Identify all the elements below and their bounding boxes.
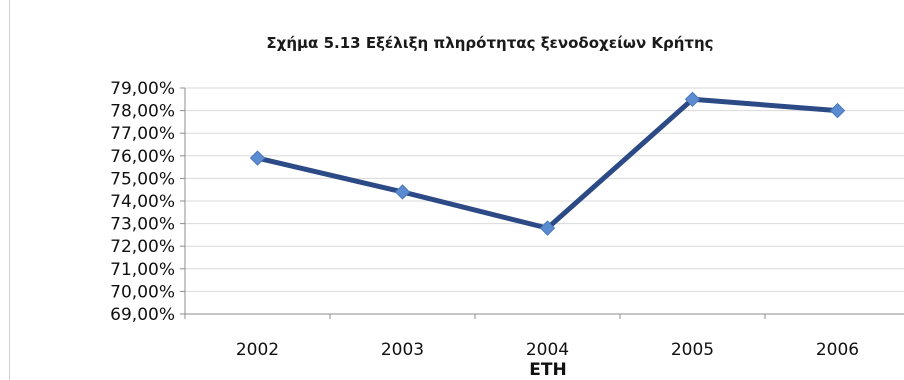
x-tick-label: 2002 [236,340,279,360]
y-tick-label: 72,00% [110,237,175,257]
y-tick-label: 69,00% [110,305,175,325]
x-tick-label: 2004 [526,340,569,360]
y-tick-label: 76,00% [110,147,175,167]
x-axis-label: ΕΤΗ [529,360,566,380]
axes [180,87,904,319]
y-tick-label: 78,00% [110,102,175,122]
y-axis-ticks: 79,00% 78,00%77,00% 76,00%75,00% 74,00% 73,0… [110,79,175,325]
data-point [684,91,701,108]
y-tick-label: 70,00% [110,282,175,302]
y-tick-label: 73,00% [110,215,175,235]
series [249,91,846,236]
x-tick-label: 2005 [671,340,714,360]
chart-title: Σχήμα 5.13 Εξέλιξη πληρότητας ξενοδοχείω… [266,34,713,52]
y-tick-label: 77,00% [110,124,175,144]
grid-lines [185,87,904,292]
y-tick-label: 71,00% [110,260,175,280]
x-tick-label: 2003 [381,340,424,360]
data-point [829,102,846,119]
series-line [255,96,840,231]
y-tick-label: 74,00% [110,192,175,212]
left-border [9,0,10,380]
x-tick-label: 2006 [816,340,859,360]
data-point [249,150,266,166]
x-axis-ticks: 2002 2003 2004 2005 2006 [236,340,859,360]
data-point [539,220,556,236]
y-tick-label: 79,00% [110,79,175,99]
y-tick-label: 75,00% [110,169,175,189]
data-point [394,184,411,200]
